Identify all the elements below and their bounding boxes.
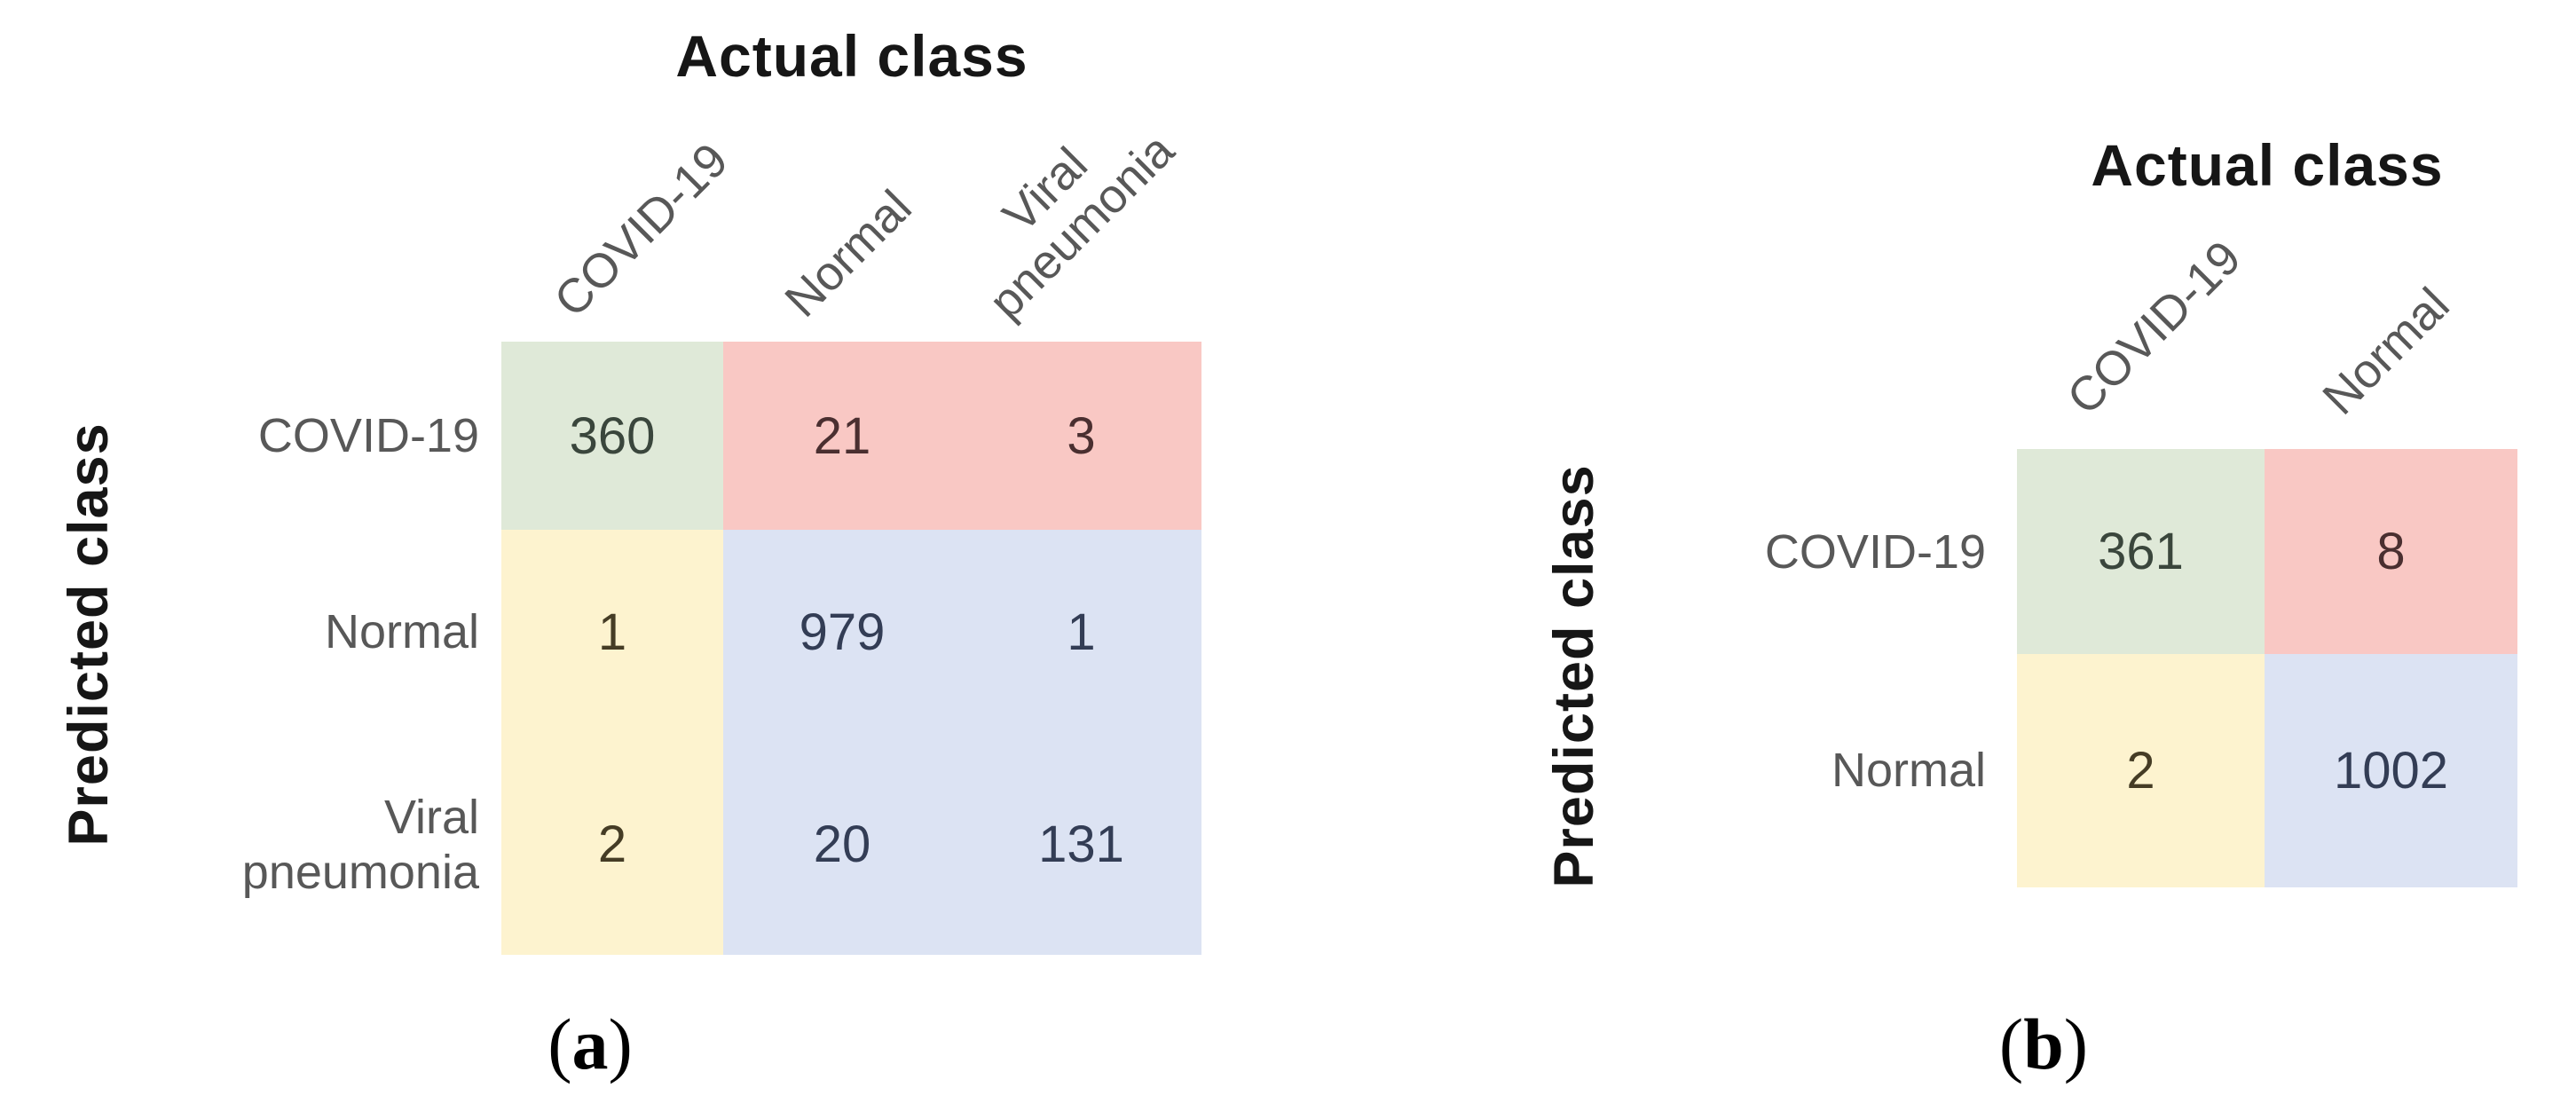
cell-a-normal-viral: 1 — [961, 530, 1201, 734]
cell-a-normal-covid: 1 — [501, 530, 723, 734]
cell-a-covid-viral: 3 — [961, 342, 1201, 530]
matrix-row: 2 1002 — [2017, 654, 2517, 887]
column-label-normal-b: Normal — [2312, 278, 2460, 425]
matrix-row: 361 8 — [2017, 449, 2517, 654]
caption-letter: b — [2023, 1004, 2064, 1084]
cell-a-viral-viral: 131 — [961, 734, 1201, 955]
caption-letter: a — [571, 1004, 609, 1084]
row-label-viral-pneumonia-a: Viral pneumonia — [241, 791, 479, 899]
panel-caption-a: (a) — [413, 1003, 768, 1086]
cell-a-viral-covid: 2 — [501, 734, 723, 955]
row-label-normal-b: Normal — [1831, 744, 1986, 797]
caption-paren-open: ( — [547, 1004, 572, 1084]
column-label-normal-a: Normal — [775, 180, 922, 327]
cell-a-covid-normal: 21 — [723, 342, 961, 530]
matrix-row: 1 979 1 — [501, 530, 1201, 734]
cell-b-covid-normal: 8 — [2265, 449, 2517, 654]
matrix-row: 2 20 131 — [501, 734, 1201, 955]
column-label-viral-pneumonia-a: Viral pneumonia — [979, 123, 1185, 329]
actual-class-title-a: Actual class — [675, 23, 1028, 89]
confusion-matrix-a: 360 21 3 1 979 1 2 20 131 — [501, 342, 1201, 955]
caption-paren-close: ) — [2063, 1004, 2089, 1084]
row-label-covid19-b: COVID-19 — [1764, 525, 1986, 579]
cell-b-normal-covid: 2 — [2017, 654, 2265, 887]
actual-class-title-b: Actual class — [2091, 132, 2444, 198]
row-label-normal-a: Normal — [324, 605, 479, 658]
predicted-class-title-b: Predicted class — [1543, 464, 1605, 888]
panel-caption-b: (b) — [1866, 1003, 2221, 1086]
confusion-matrix-b: 361 8 2 1002 — [2017, 449, 2517, 887]
cell-a-normal-normal: 979 — [723, 530, 961, 734]
caption-paren-close: ) — [608, 1004, 633, 1084]
column-label-covid19-a: COVID-19 — [544, 133, 738, 327]
predicted-class-title-a: Predicted class — [58, 422, 120, 847]
cell-b-covid-covid: 361 — [2017, 449, 2265, 654]
cell-a-viral-normal: 20 — [723, 734, 961, 955]
matrix-row: 360 21 3 — [501, 342, 1201, 530]
cell-a-covid-covid: 360 — [501, 342, 723, 530]
cell-b-normal-normal: 1002 — [2265, 654, 2517, 887]
caption-paren-open: ( — [1998, 1004, 2024, 1084]
row-label-covid19-a: COVID-19 — [257, 409, 479, 462]
column-label-covid19-b: COVID-19 — [2057, 231, 2251, 425]
